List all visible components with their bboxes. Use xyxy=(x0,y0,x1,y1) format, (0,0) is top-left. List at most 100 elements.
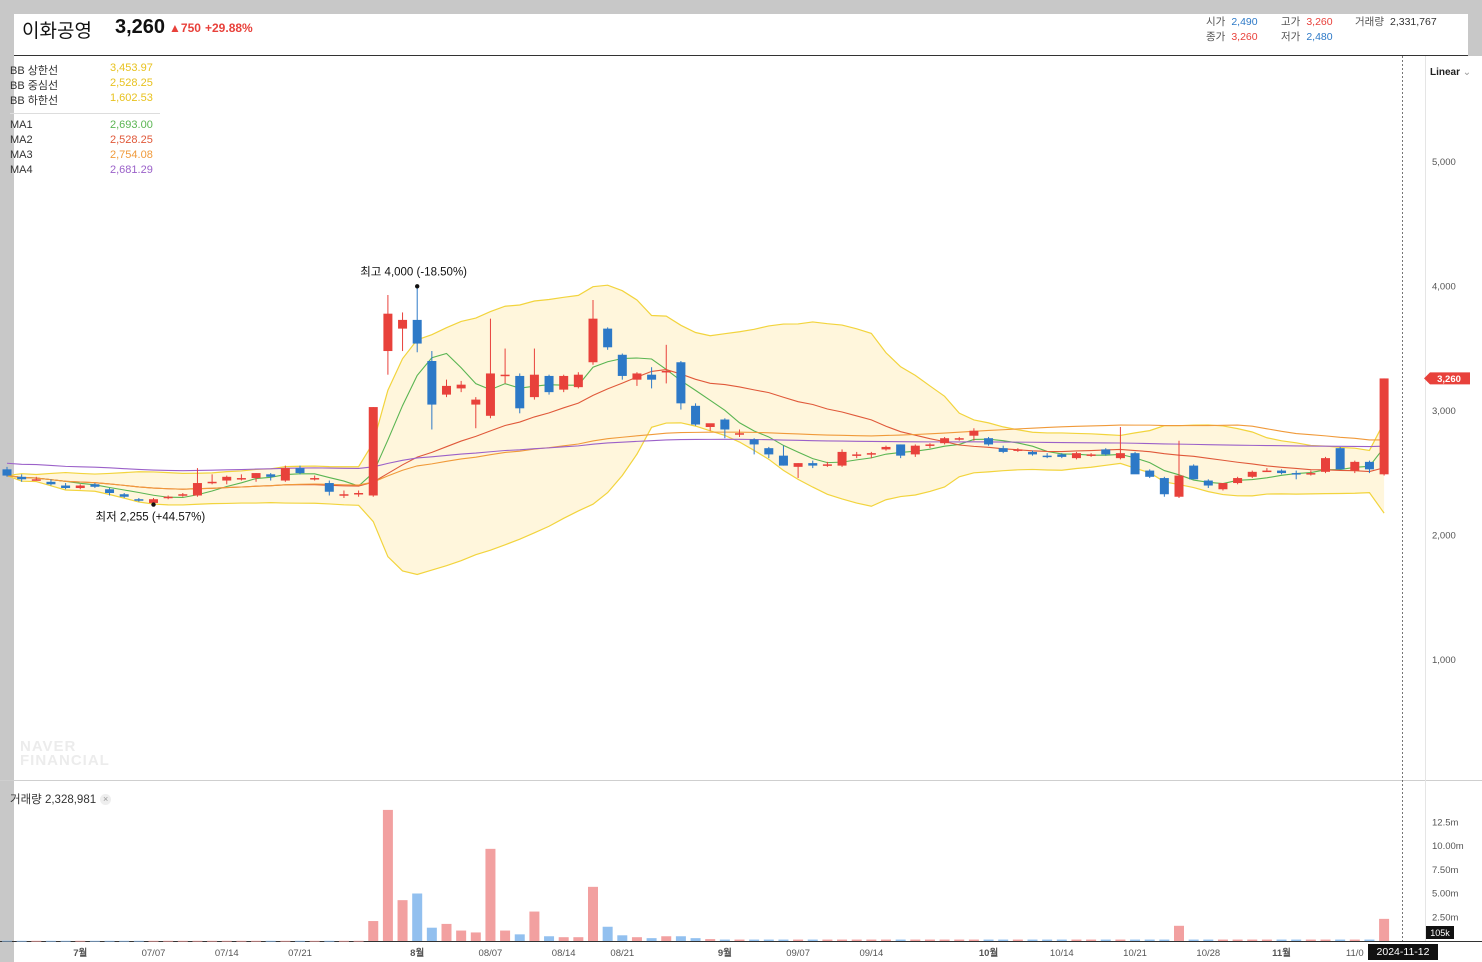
candle[interactable] xyxy=(1379,378,1389,476)
candle[interactable] xyxy=(500,348,510,384)
volume-bar[interactable] xyxy=(75,940,86,942)
candle[interactable] xyxy=(1247,470,1257,479)
candle[interactable] xyxy=(90,483,100,489)
candle[interactable] xyxy=(1189,464,1199,480)
volume-bar[interactable] xyxy=(895,939,906,941)
volume-bar[interactable] xyxy=(1217,939,1228,941)
legend-ma3[interactable]: MA3 2,754.08 xyxy=(10,149,153,161)
candle[interactable] xyxy=(222,475,232,485)
volume-bar[interactable] xyxy=(690,938,701,941)
volume-bar[interactable] xyxy=(1379,918,1390,941)
candle[interactable] xyxy=(676,360,686,410)
volume-bar[interactable] xyxy=(514,934,525,941)
legend-bb-upper[interactable]: BB 상한선 3,453.97 xyxy=(10,62,153,77)
volume-bar[interactable] xyxy=(983,939,994,941)
candle[interactable] xyxy=(1335,446,1345,470)
candle[interactable] xyxy=(544,374,554,395)
volume-bar[interactable] xyxy=(251,940,262,942)
candle[interactable] xyxy=(266,473,276,481)
volume-bar[interactable] xyxy=(602,926,613,941)
candle[interactable] xyxy=(1174,440,1184,498)
candle[interactable] xyxy=(1101,448,1111,456)
volume-bar[interactable] xyxy=(1086,939,1097,941)
candle[interactable] xyxy=(749,438,759,455)
candle[interactable] xyxy=(852,451,862,459)
candle[interactable] xyxy=(324,480,334,496)
volume-bar[interactable] xyxy=(1261,939,1272,941)
candle[interactable] xyxy=(588,299,598,365)
candle[interactable] xyxy=(383,294,393,375)
volume-bar[interactable] xyxy=(207,940,218,942)
volume-bar[interactable] xyxy=(45,940,56,942)
volume-bar[interactable] xyxy=(456,930,467,941)
volume-bar[interactable] xyxy=(661,936,672,941)
candle[interactable] xyxy=(529,348,539,400)
volume-bar[interactable] xyxy=(60,940,71,942)
volume-bar[interactable] xyxy=(588,886,598,941)
candle[interactable] xyxy=(925,443,935,449)
volume-bar[interactable] xyxy=(133,940,144,942)
volume-bar[interactable] xyxy=(910,939,921,941)
volume-bar[interactable] xyxy=(1056,939,1067,941)
candle[interactable] xyxy=(896,444,906,459)
candle[interactable] xyxy=(1364,460,1374,474)
candle[interactable] xyxy=(46,479,56,486)
volume-bar[interactable] xyxy=(265,940,276,942)
volume-bar[interactable] xyxy=(822,939,833,941)
volume-bar[interactable] xyxy=(1276,939,1287,941)
candle[interactable] xyxy=(398,312,408,352)
candle[interactable] xyxy=(866,451,876,459)
legend-ma4[interactable]: MA4 2,681.29 xyxy=(10,164,153,176)
volume-bar[interactable] xyxy=(1174,925,1184,941)
candle[interactable] xyxy=(559,374,569,393)
volume-bar[interactable] xyxy=(719,939,730,941)
volume-bar[interactable] xyxy=(1071,939,1082,941)
volume-bar[interactable] xyxy=(705,939,716,941)
volume-bar[interactable] xyxy=(163,940,174,942)
legend-ma2[interactable]: MA2 2,528.25 xyxy=(10,134,153,146)
candle[interactable] xyxy=(1203,479,1213,489)
candle[interactable] xyxy=(617,353,627,380)
candle[interactable] xyxy=(1145,469,1155,479)
candle[interactable] xyxy=(793,463,803,479)
candle[interactable] xyxy=(969,428,979,441)
candle[interactable] xyxy=(1306,470,1316,476)
candle[interactable] xyxy=(808,460,818,469)
volume-bar[interactable] xyxy=(1012,939,1023,941)
candle[interactable] xyxy=(954,436,964,441)
volume-bar[interactable] xyxy=(998,939,1009,941)
candle[interactable] xyxy=(1159,476,1169,497)
candle[interactable] xyxy=(984,436,994,446)
volume-bar[interactable] xyxy=(426,927,437,941)
volume-bar[interactable] xyxy=(881,939,891,941)
candle[interactable] xyxy=(632,372,642,386)
volume-bar[interactable] xyxy=(1027,939,1038,941)
candle[interactable] xyxy=(119,492,129,498)
volume-bar[interactable] xyxy=(89,940,100,942)
candle[interactable] xyxy=(647,367,657,389)
volume-bar[interactable] xyxy=(573,937,584,941)
volume-bar[interactable] xyxy=(2,940,12,942)
volume-bar[interactable] xyxy=(558,937,569,941)
candle[interactable] xyxy=(720,418,730,439)
volume-bar[interactable] xyxy=(807,939,818,941)
candle[interactable] xyxy=(427,351,437,430)
candle[interactable] xyxy=(837,449,847,467)
volume-bar[interactable] xyxy=(763,939,774,941)
candle[interactable] xyxy=(705,423,715,431)
volume-bar[interactable] xyxy=(1144,939,1155,941)
volume-bar[interactable] xyxy=(837,939,848,941)
candle[interactable] xyxy=(998,445,1008,454)
volume-bar[interactable] xyxy=(866,939,877,941)
volume-bar[interactable] xyxy=(441,923,452,941)
candle[interactable] xyxy=(105,488,115,496)
candle[interactable] xyxy=(1218,483,1228,491)
volume-bar[interactable] xyxy=(939,939,950,941)
close-icon[interactable]: × xyxy=(100,794,112,806)
candle[interactable] xyxy=(1086,453,1096,457)
volume-bar[interactable] xyxy=(470,932,481,941)
volume-bar[interactable] xyxy=(749,939,760,941)
candle[interactable] xyxy=(485,318,495,419)
candle[interactable] xyxy=(295,465,305,475)
